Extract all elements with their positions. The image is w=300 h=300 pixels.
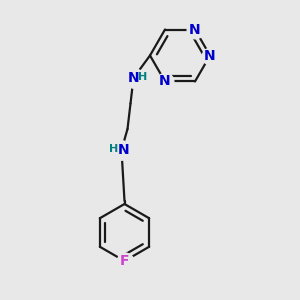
Text: H: H: [110, 143, 118, 154]
Text: N: N: [189, 22, 201, 37]
Text: N: N: [159, 74, 171, 88]
Text: N: N: [118, 143, 130, 157]
Text: N: N: [128, 71, 139, 85]
Text: H: H: [138, 71, 147, 82]
Text: F: F: [120, 254, 129, 268]
Text: N: N: [204, 49, 216, 62]
